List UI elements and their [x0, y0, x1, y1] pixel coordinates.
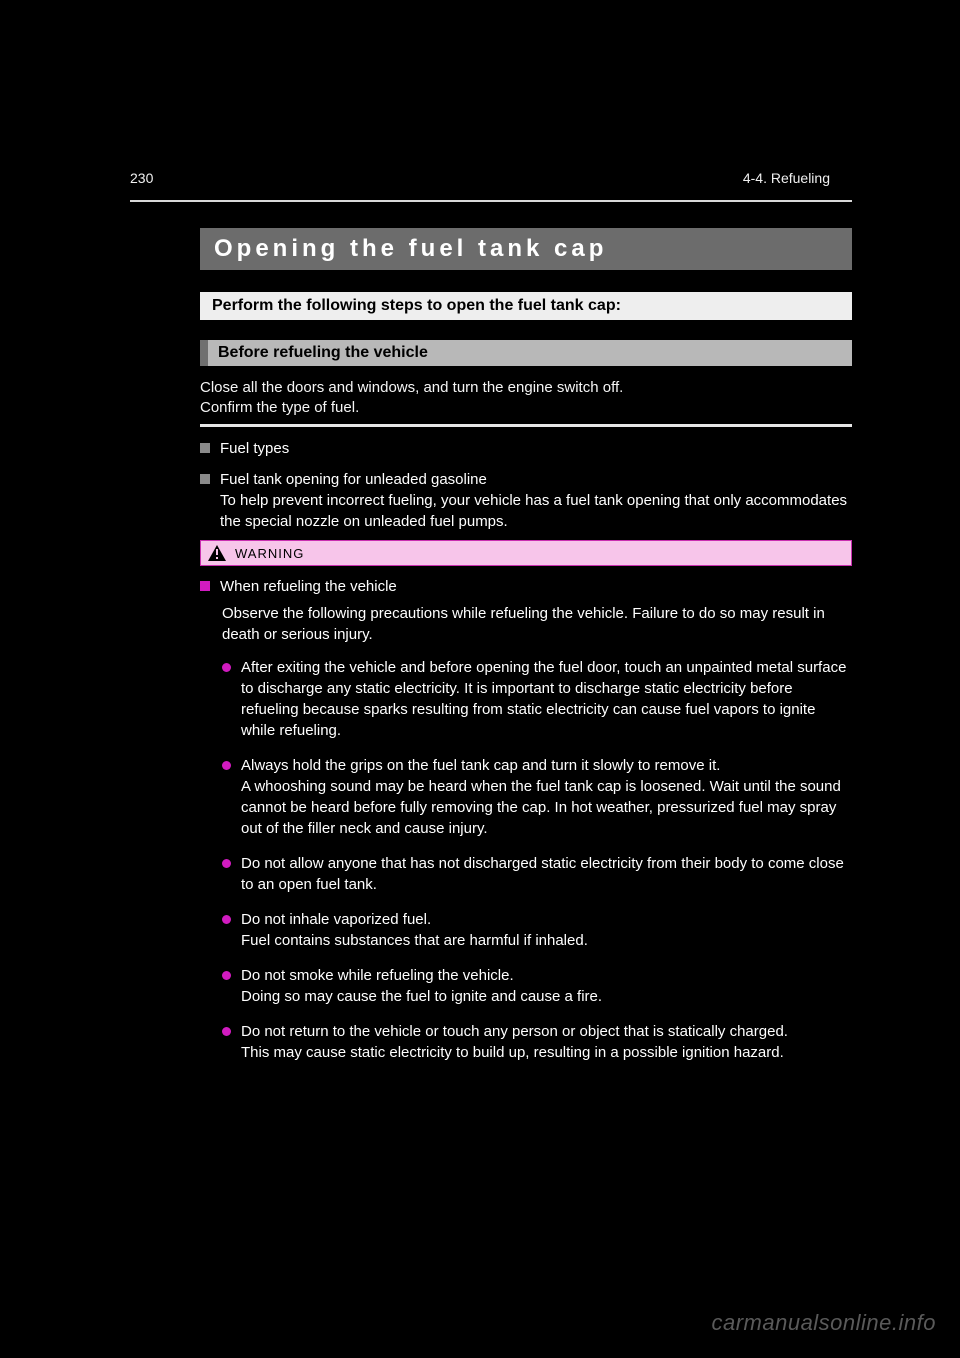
bullet-text: Do not smoke while refueling the vehicle…	[241, 965, 602, 1007]
warning-heading-row: When refueling the vehicle	[200, 576, 852, 597]
note-text: Fuel tank opening for unleaded gasoline …	[220, 469, 852, 532]
list-item: Always hold the grips on the fuel tank c…	[222, 755, 852, 839]
section-bar: Before refueling the vehicle	[200, 340, 852, 366]
section-title: Before refueling the vehicle	[218, 344, 428, 362]
warning-triangle-icon	[207, 544, 227, 562]
breadcrumb: 4-4. Refueling	[743, 170, 830, 186]
warning-bullets: After exiting the vehicle and before ope…	[222, 657, 852, 1063]
dot-bullet-icon	[222, 859, 231, 868]
bullet-text: Always hold the grips on the fuel tank c…	[241, 755, 852, 839]
dot-bullet-icon	[222, 915, 231, 924]
body-text: Close all the doors and windows, and tur…	[200, 378, 852, 419]
list-item: Do not return to the vehicle or touch an…	[222, 1021, 852, 1063]
note-text: Fuel types	[220, 438, 289, 459]
dot-bullet-icon	[222, 1027, 231, 1036]
header-rule	[130, 200, 852, 202]
warning-heading: When refueling the vehicle	[220, 576, 397, 597]
bullet-text: Do not allow anyone that has not dischar…	[241, 853, 852, 895]
intro-text: Perform the following steps to open the …	[212, 297, 621, 315]
bullet-text: Do not return to the vehicle or touch an…	[241, 1021, 788, 1063]
manual-page: 230 4-4. Refueling Opening the fuel tank…	[0, 0, 960, 1358]
section-accent	[200, 340, 208, 366]
page-header: 230 4-4. Refueling	[130, 170, 830, 186]
page-number: 230	[130, 170, 153, 186]
list-item: Fuel types	[200, 438, 852, 459]
square-bullet-icon	[200, 474, 210, 484]
list-item: Do not allow anyone that has not dischar…	[222, 853, 852, 895]
warning-block: When refueling the vehicle Observe the f…	[200, 576, 852, 1077]
page-title: Opening the fuel tank cap	[214, 235, 607, 263]
title-bar: Opening the fuel tank cap	[200, 228, 852, 270]
intro-bar: Perform the following steps to open the …	[200, 292, 852, 320]
list-item: After exiting the vehicle and before ope…	[222, 657, 852, 741]
bullet-text: After exiting the vehicle and before ope…	[241, 657, 852, 741]
warning-subtext: Observe the following precautions while …	[222, 603, 852, 645]
divider-rule	[200, 424, 852, 427]
notes-list: Fuel types Fuel tank opening for unleade…	[200, 438, 852, 542]
watermark: carmanualsonline.info	[711, 1310, 936, 1336]
list-item: Do not inhale vaporized fuel. Fuel conta…	[222, 909, 852, 951]
warning-bar: WARNING	[200, 540, 852, 566]
square-bullet-icon	[200, 581, 210, 591]
list-item: Fuel tank opening for unleaded gasoline …	[200, 469, 852, 532]
list-item: Do not smoke while refueling the vehicle…	[222, 965, 852, 1007]
dot-bullet-icon	[222, 971, 231, 980]
warning-label: WARNING	[235, 546, 304, 561]
bullet-text: Do not inhale vaporized fuel. Fuel conta…	[241, 909, 588, 951]
square-bullet-icon	[200, 443, 210, 453]
dot-bullet-icon	[222, 761, 231, 770]
dot-bullet-icon	[222, 663, 231, 672]
